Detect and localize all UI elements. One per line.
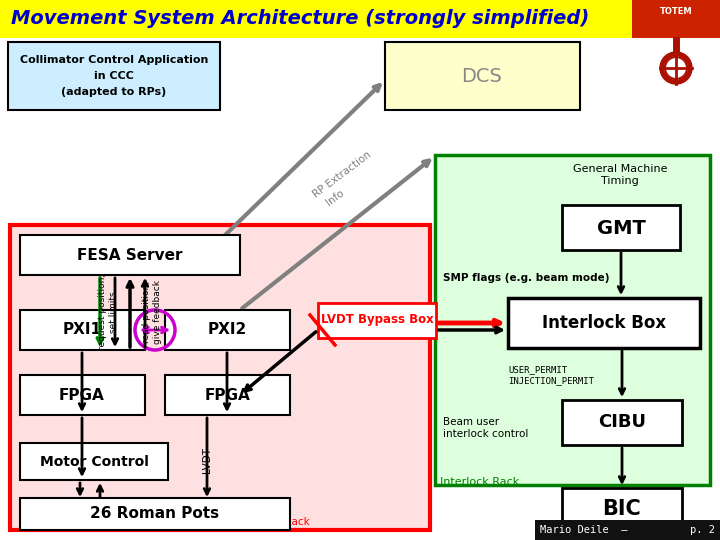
Text: Motor Control Rack: Motor Control Rack <box>210 517 310 527</box>
FancyBboxPatch shape <box>562 205 680 250</box>
Bar <box>535 520 720 540</box>
Text: LVDT Bypass Box: LVDT Bypass Box <box>320 314 433 327</box>
Text: DCS: DCS <box>462 66 503 85</box>
Text: Info: Info <box>324 188 346 208</box>
FancyBboxPatch shape <box>385 42 580 110</box>
Text: Motor Control: Motor Control <box>40 455 148 469</box>
Text: GMT: GMT <box>597 219 645 238</box>
Text: FPGA: FPGA <box>59 388 105 402</box>
Text: in CCC: in CCC <box>94 71 134 81</box>
Text: Movement System Architecture (strongly simplified): Movement System Architecture (strongly s… <box>11 10 589 29</box>
Text: Interlock Rack: Interlock Rack <box>440 477 519 487</box>
FancyBboxPatch shape <box>165 310 290 350</box>
Text: TOTEM: TOTEM <box>660 8 693 17</box>
Text: LVDT: LVDT <box>202 447 212 473</box>
Text: USER_PERMIT
INJECTION_PERMIT: USER_PERMIT INJECTION_PERMIT <box>508 365 594 384</box>
FancyBboxPatch shape <box>165 375 290 415</box>
Text: p. 2: p. 2 <box>690 525 715 535</box>
Text: read position,
give feedback: read position, give feedback <box>143 280 162 344</box>
Text: 26 Roman Pots: 26 Roman Pots <box>91 507 220 522</box>
Text: FESA Server: FESA Server <box>77 247 183 262</box>
Text: BIC: BIC <box>603 499 642 519</box>
FancyBboxPatch shape <box>10 225 430 530</box>
FancyBboxPatch shape <box>562 488 682 530</box>
FancyBboxPatch shape <box>318 303 436 338</box>
FancyBboxPatch shape <box>20 235 240 275</box>
Circle shape <box>665 57 687 79</box>
Text: request position,
set limits: request position, set limits <box>99 274 117 350</box>
Text: Beam user
interlock control: Beam user interlock control <box>443 417 528 439</box>
FancyBboxPatch shape <box>20 443 168 480</box>
FancyBboxPatch shape <box>20 375 145 415</box>
FancyBboxPatch shape <box>20 498 290 530</box>
Text: General Machine
Timing: General Machine Timing <box>572 164 667 186</box>
FancyBboxPatch shape <box>20 310 145 350</box>
Text: LHC Beam
Interlock controller: LHC Beam Interlock controller <box>576 533 668 540</box>
FancyBboxPatch shape <box>562 400 682 445</box>
Text: Collimator Control Application: Collimator Control Application <box>20 55 208 65</box>
Bar <box>0 0 720 38</box>
Text: CIBU: CIBU <box>598 413 646 431</box>
Bar <box>632 0 720 38</box>
Text: PXI2: PXI2 <box>207 322 247 338</box>
Text: RP Extraction: RP Extraction <box>311 150 373 200</box>
FancyBboxPatch shape <box>8 42 220 110</box>
Text: Interlock Box: Interlock Box <box>542 314 666 332</box>
Circle shape <box>660 52 692 84</box>
Text: Mario Deile  –: Mario Deile – <box>540 525 628 535</box>
Text: PXI1: PXI1 <box>63 322 102 338</box>
Text: FPGA: FPGA <box>204 388 250 402</box>
Text: SMP flags (e.g. beam mode): SMP flags (e.g. beam mode) <box>443 273 610 283</box>
Text: (adapted to RPs): (adapted to RPs) <box>61 87 166 97</box>
FancyBboxPatch shape <box>508 298 700 348</box>
FancyBboxPatch shape <box>435 155 710 485</box>
